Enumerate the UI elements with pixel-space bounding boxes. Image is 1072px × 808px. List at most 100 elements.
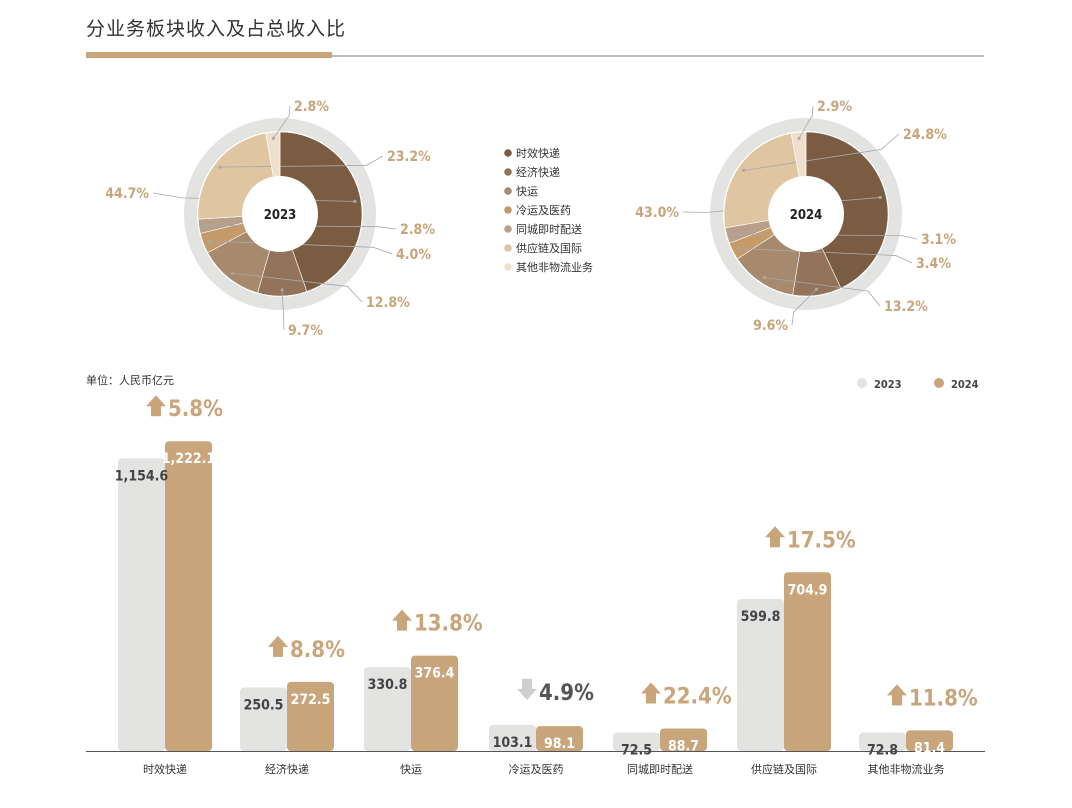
- bar-value-2023: 330.8: [368, 677, 408, 693]
- bar-2024: [165, 441, 212, 751]
- bar-value-2023: 72.5: [621, 743, 652, 759]
- leader-dot: [878, 195, 882, 200]
- title-accent-bar: [86, 52, 332, 58]
- bar-2024: [660, 728, 707, 751]
- x-tick-label: 冷运及医药: [509, 763, 564, 776]
- legend-label: 同城即时配送: [516, 222, 582, 236]
- growth-percent-label: 4.9%: [539, 681, 594, 706]
- legend-dot: [504, 168, 512, 176]
- growth-percent-label: 11.8%: [909, 686, 978, 711]
- slice-percent-label: 2.9%: [817, 99, 852, 115]
- leader-dot: [731, 232, 735, 236]
- page-title: 分业务板块收入及占总收入比: [86, 18, 347, 40]
- growth-percent-label: 8.8%: [290, 638, 345, 663]
- bar-2023: [118, 458, 165, 751]
- slice-percent-label: 3.1%: [921, 232, 956, 248]
- slice-percent-label: 12.8%: [366, 295, 410, 311]
- slice-percent-label: 9.6%: [753, 318, 788, 334]
- growth-up-arrow-icon: [641, 682, 661, 704]
- donut-slice: [279, 131, 363, 292]
- growth-percent-label: 5.8%: [168, 397, 223, 422]
- bar-value-2024: 376.4: [415, 666, 455, 682]
- title-divider: [86, 55, 984, 57]
- x-tick-label: 其他非物流业务: [868, 762, 945, 776]
- slice-percent-label: 23.2%: [387, 149, 431, 165]
- leader-line: [272, 105, 291, 139]
- leader-dot: [218, 165, 222, 169]
- bar-2023: [489, 724, 536, 751]
- bar-value-2023: 72.8: [867, 743, 898, 759]
- slice-percent-label: 3.4%: [916, 256, 951, 272]
- bar-value-2023: 103.1: [493, 735, 533, 751]
- donut-center-year: 2023: [264, 208, 297, 223]
- x-tick-label: 快运: [400, 763, 422, 776]
- slice-percent-label: 44.7%: [105, 186, 149, 202]
- bar-value-2024: 704.9: [788, 582, 828, 598]
- bar-value-2024: 272.5: [291, 692, 331, 708]
- legend-dot-2023: [857, 378, 867, 388]
- bar-2024: [536, 726, 583, 751]
- bar-value-2024: 88.7: [668, 739, 699, 755]
- bar-2024: [287, 681, 334, 751]
- leader-dot: [736, 246, 740, 251]
- bar-value-2024: 1,222.1: [162, 451, 215, 467]
- leader-line: [791, 288, 817, 326]
- legend-dot-2024: [934, 378, 944, 388]
- leader-dot: [203, 223, 207, 228]
- donut-center-year: 2024: [790, 208, 823, 223]
- legend-dot: [504, 244, 512, 252]
- leader-line: [232, 272, 363, 303]
- growth-percent-label: 22.4%: [663, 685, 732, 710]
- bar-2023: [737, 598, 784, 751]
- leader-dot: [207, 239, 211, 243]
- leader-dot: [762, 276, 767, 280]
- slice-percent-label: 2.8%: [400, 222, 435, 238]
- legend-label-2024: 2024: [951, 378, 979, 391]
- slice-percent-label: 43.0%: [635, 205, 679, 221]
- leader-dot: [280, 288, 284, 292]
- unit-label: 单位：人民币亿元: [86, 373, 174, 387]
- leader-dot: [271, 136, 275, 140]
- slice-percent-label: 24.8%: [903, 127, 947, 143]
- bar-value-2023: 250.5: [244, 697, 284, 713]
- x-tick-label: 经济快递: [265, 762, 309, 776]
- bar-value-2023: 1,154.6: [115, 468, 169, 484]
- legend-label: 供应链及国际: [516, 241, 582, 255]
- growth-up-arrow-icon: [765, 526, 785, 548]
- bar-value-2024: 81.4: [914, 740, 945, 756]
- x-tick-label: 时效快递: [143, 762, 187, 776]
- leader-dot: [814, 287, 819, 291]
- growth-up-arrow-icon: [887, 684, 907, 706]
- growth-up-arrow-icon: [392, 609, 412, 631]
- leader-line: [743, 133, 900, 171]
- legend-label: 时效快递: [516, 146, 560, 160]
- bar-value-2023: 599.8: [741, 609, 781, 625]
- growth-percent-label: 13.8%: [414, 612, 483, 637]
- legend-dot: [504, 187, 512, 195]
- slice-percent-label: 2.8%: [294, 99, 329, 115]
- slice-percent-label: 13.2%: [884, 299, 928, 315]
- legend-label: 冷运及医药: [516, 204, 571, 217]
- legend-label: 经济快递: [516, 165, 560, 179]
- leader-dot: [353, 199, 357, 204]
- bar-2023: [364, 667, 411, 751]
- donut-slice: [805, 131, 889, 289]
- leader-line: [281, 289, 285, 331]
- legend-dot: [504, 225, 512, 233]
- bar-value-2024: 98.1: [544, 736, 575, 752]
- growth-percent-label: 17.5%: [787, 528, 856, 553]
- slice-percent-label: 4.0%: [396, 247, 431, 263]
- bar-2023: [240, 687, 287, 751]
- slice-percent-label: 9.7%: [288, 323, 323, 339]
- bar-2023: [613, 732, 660, 751]
- growth-up-arrow-icon: [268, 635, 288, 657]
- x-tick-label: 同城即时配送: [627, 762, 693, 776]
- legend-dot: [504, 149, 512, 157]
- growth-up-arrow-icon: [146, 395, 166, 417]
- x-tick-label: 供应链及国际: [751, 762, 817, 776]
- bar-2024: [906, 730, 953, 751]
- legend-dot: [504, 206, 512, 214]
- leader-line: [220, 155, 384, 168]
- legend-label: 其他非物流业务: [516, 260, 593, 274]
